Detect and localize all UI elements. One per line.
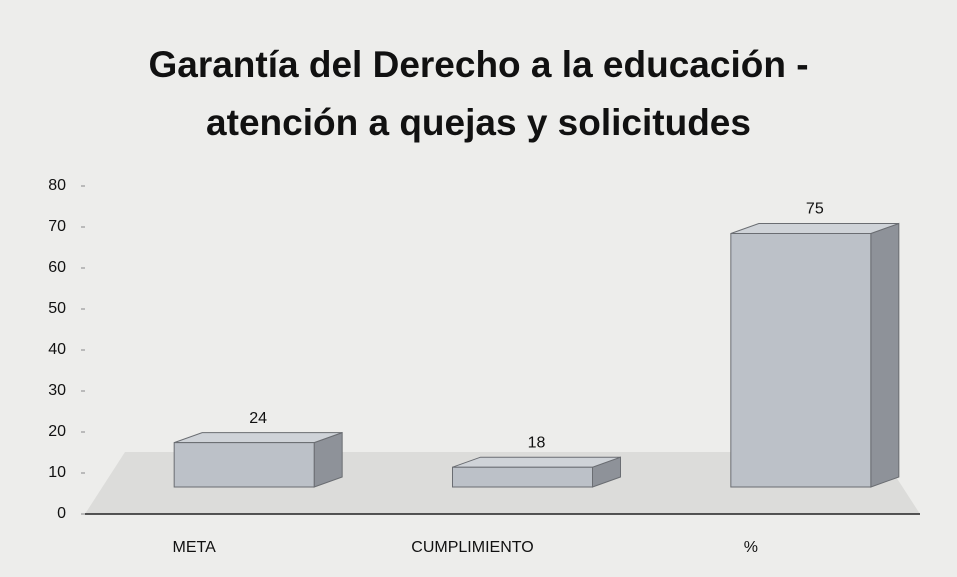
x-tick-label: META bbox=[173, 539, 217, 556]
y-tick-label: 60 bbox=[48, 259, 66, 276]
bar-front bbox=[452, 466, 593, 488]
bar bbox=[730, 222, 900, 488]
data-label: 18 bbox=[528, 434, 546, 451]
bar-front bbox=[730, 233, 872, 488]
bar-front bbox=[173, 442, 315, 488]
bar bbox=[173, 431, 343, 488]
data-label: 75 bbox=[806, 201, 824, 218]
chart-title: Garantía del Derecho a la educación - at… bbox=[148, 44, 809, 143]
bar-top bbox=[452, 456, 621, 468]
data-label: 24 bbox=[249, 410, 267, 427]
x-tick-label: CUMPLIMIENTO bbox=[411, 539, 533, 556]
y-tick-label: 30 bbox=[48, 382, 66, 399]
bar-top bbox=[730, 223, 900, 234]
x-tick-label: % bbox=[744, 539, 758, 556]
y-tick-label: 50 bbox=[48, 300, 66, 317]
y-tick-label: 10 bbox=[48, 464, 66, 481]
bar bbox=[452, 456, 621, 488]
bar-side bbox=[870, 222, 900, 488]
y-tick-label: 20 bbox=[48, 423, 66, 440]
bar-top bbox=[173, 432, 343, 444]
y-tick-label: 40 bbox=[48, 341, 66, 358]
y-tick-label: 70 bbox=[48, 218, 66, 235]
y-tick-label: 80 bbox=[48, 177, 66, 194]
y-tick-label: 0 bbox=[57, 505, 66, 522]
